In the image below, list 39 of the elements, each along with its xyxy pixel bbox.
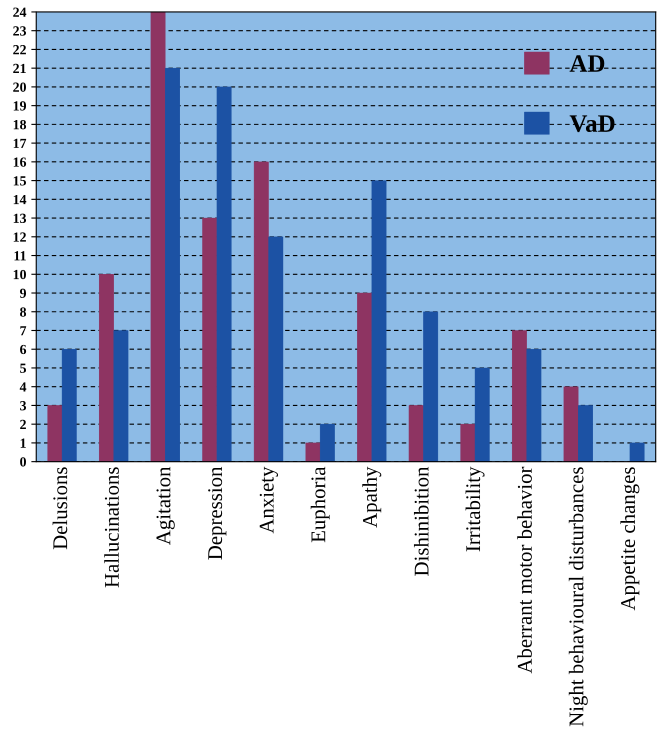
x-tick-label: Depression	[208, 466, 226, 560]
y-tick-label: 22	[13, 45, 26, 54]
y-tick-label: 10	[14, 270, 26, 280]
y-tick-label: 4	[20, 382, 26, 392]
y-tick-label: 20	[13, 82, 26, 92]
y-tick-label: 7	[20, 326, 26, 336]
y-tick-label: 2	[20, 420, 26, 429]
y-tick-label: 1	[20, 438, 26, 448]
y-tick-label: 14	[14, 194, 26, 204]
x-tick-label: Euphoria	[310, 466, 330, 542]
y-tick-label: 16	[14, 157, 26, 167]
x-tick-label: Agitation	[156, 466, 175, 545]
x-tick-label: Delusions	[52, 467, 68, 550]
y-tick-label: 3	[20, 401, 26, 410]
legend-label: AD	[570, 55, 604, 72]
y-tick-label: 23	[13, 26, 26, 36]
y-tick-label: 17	[14, 138, 26, 148]
y-tick-label: 15	[14, 176, 26, 186]
y-tick-label: 11	[14, 251, 26, 260]
x-tick-label: Appetite changes	[620, 467, 640, 610]
y-tick-label: 6	[20, 344, 26, 354]
x-tick-label: Aberrant motor behavior	[517, 466, 532, 674]
legend-label: VaD	[570, 115, 614, 132]
y-tick-label: 21	[13, 64, 26, 73]
y-tick-label: 13	[14, 214, 26, 224]
y-tick-label: 24	[13, 8, 26, 17]
x-tick-label: Hallucinations	[104, 467, 119, 588]
y-tick-label: 5	[20, 364, 26, 373]
y-tick-label: 18	[14, 120, 26, 130]
y-tick-label: 0	[20, 457, 26, 467]
x-tick-label: Anxiety	[260, 466, 278, 534]
x-tick-label: Apathy	[362, 466, 382, 528]
x-tick-label: Irritability	[466, 466, 485, 552]
x-tick-label: Dishinibition	[414, 466, 429, 576]
x-tick-label: Night behavioural disturbances	[568, 467, 588, 726]
y-tick-label: 19	[14, 101, 26, 111]
y-tick-label: 8	[20, 307, 26, 317]
y-tick-label: 12	[14, 232, 26, 242]
y-tick-label: 9	[20, 288, 26, 298]
